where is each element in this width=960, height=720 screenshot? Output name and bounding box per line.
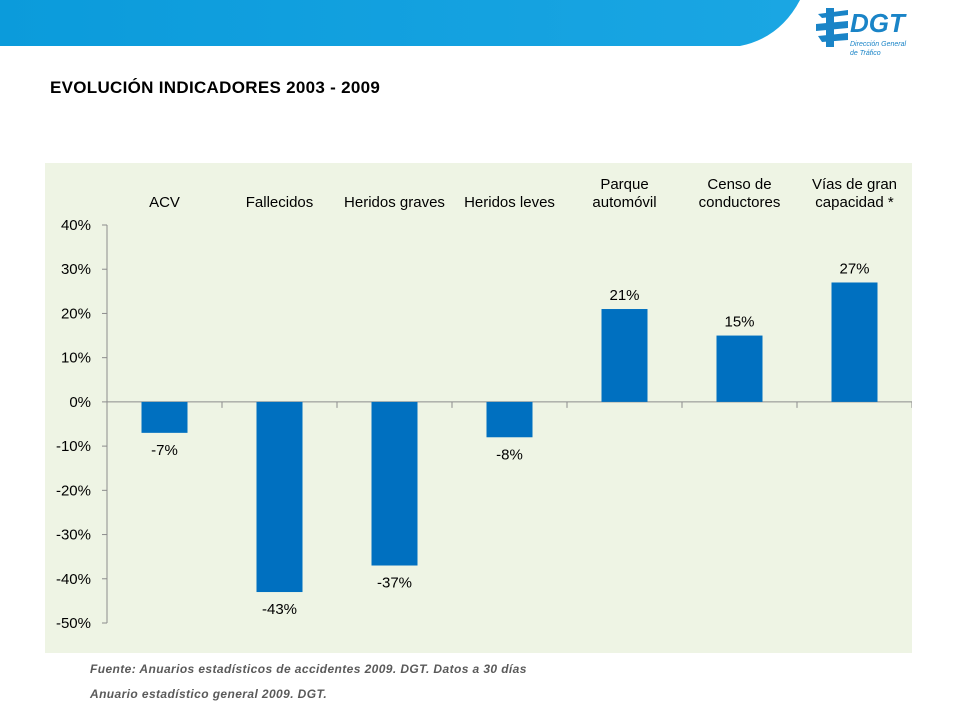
page-title: EVOLUCIÓN INDICADORES 2003 - 2009 (50, 78, 381, 97)
data-label: -37% (377, 575, 412, 592)
y-tick-label: -20% (56, 482, 91, 499)
y-tick-label: 20% (61, 305, 91, 322)
category-label: Heridos leves (464, 194, 555, 211)
data-label: -8% (496, 446, 523, 463)
category-label: ACV (149, 194, 180, 211)
bar (601, 309, 648, 402)
y-tick-label: -50% (56, 615, 91, 632)
bar (716, 335, 763, 402)
bar (486, 401, 533, 438)
dgt-logo: DGT Dirección General de Tráfico (816, 8, 907, 57)
chart-background (45, 163, 912, 653)
y-tick-label: 30% (61, 261, 91, 278)
bar (141, 401, 188, 433)
category-label: Vías de gran (812, 176, 897, 193)
data-label: 27% (839, 260, 869, 277)
data-label: -43% (262, 601, 297, 618)
y-tick-label: 0% (69, 394, 91, 411)
bar (371, 401, 418, 566)
y-tick-label: 10% (61, 350, 91, 367)
source-note-2: Anuario estadístico general 2009. DGT. (90, 687, 328, 701)
logo-wordmark: DGT (850, 8, 907, 38)
logo-subtitle-1: Dirección General (850, 41, 906, 48)
y-tick-label: -10% (56, 438, 91, 455)
data-label: 21% (609, 287, 639, 304)
category-label: Fallecidos (246, 194, 314, 211)
category-label: capacidad * (815, 194, 894, 211)
chart-panel: 40% 30% 20% 10% 0% -10% -20% -30% -40% -50% -7% ACV… (45, 163, 912, 653)
category-label: Heridos graves (344, 194, 445, 211)
y-tick-label: -40% (56, 571, 91, 588)
category-label: Censo de (707, 176, 771, 193)
category-label: conductores (699, 194, 781, 211)
y-tick-label: 40% (61, 217, 91, 234)
logo-subtitle-2: de Tráfico (850, 50, 881, 57)
category-label: Parque (600, 176, 648, 193)
data-label: -7% (151, 442, 178, 459)
data-label: 15% (724, 314, 754, 331)
y-tick-label: -30% (56, 527, 91, 544)
bar (831, 282, 878, 402)
bar-chart: 40% 30% 20% 10% 0% -10% -20% -30% -40% -50% -7% ACV… (45, 163, 912, 653)
bar (256, 401, 303, 593)
category-label: automóvil (592, 194, 656, 211)
source-note-1: Fuente: Anuarios estadísticos de acciden… (90, 662, 527, 676)
header-band: DGT Dirección General de Tráfico (0, 0, 907, 57)
